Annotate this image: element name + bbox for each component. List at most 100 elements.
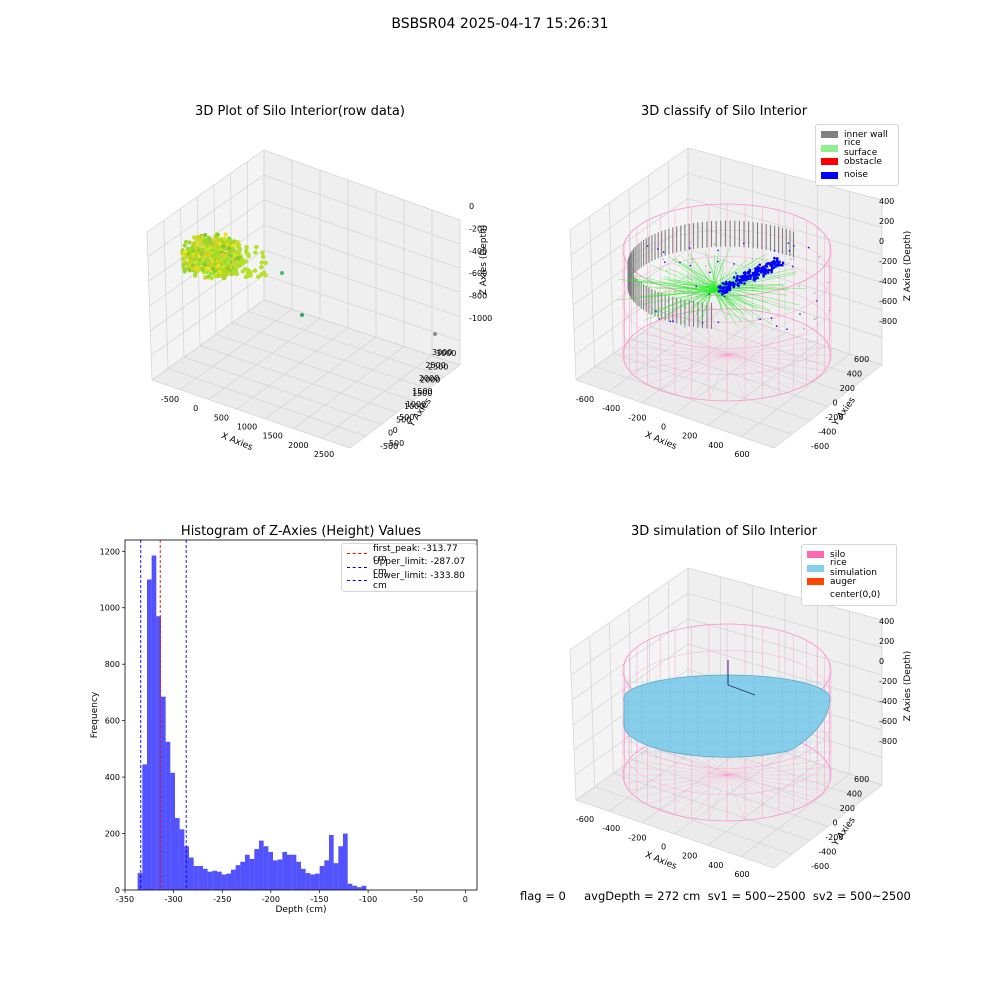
silo-floor-line xyxy=(726,339,825,356)
histogram-bar xyxy=(291,854,297,890)
noise-point xyxy=(667,300,669,303)
x-tick-label: 500 xyxy=(214,413,229,422)
noise-point xyxy=(773,250,776,252)
point xyxy=(200,258,206,263)
histogram-bar xyxy=(268,851,273,890)
noise-point xyxy=(689,247,691,249)
rice-surface-point xyxy=(710,289,742,322)
rice-surface-point xyxy=(631,278,711,292)
point xyxy=(253,250,258,255)
rice-surface-point xyxy=(685,276,720,289)
point xyxy=(193,245,198,250)
point xyxy=(210,250,215,255)
legend-label: silo xyxy=(830,549,846,560)
point xyxy=(248,273,253,278)
y-tick-label: 600 xyxy=(105,717,120,726)
histogram-bar xyxy=(324,860,330,890)
x-tick-label: 0 xyxy=(661,423,666,432)
rice-surface-point xyxy=(710,253,767,286)
legend-item-first-peak: first_peak: -313.77 cm xyxy=(347,544,471,564)
z-tick-label: -400 xyxy=(879,277,897,286)
x-tick-label: -600 xyxy=(576,395,594,404)
noise-point xyxy=(722,288,725,291)
x-axis-label: X Axies xyxy=(643,430,678,452)
grid-line xyxy=(570,172,883,256)
noise-point xyxy=(742,279,745,282)
noise-point xyxy=(775,325,778,327)
x-tick-label: -400 xyxy=(602,824,620,833)
z-tick-label: -200 xyxy=(879,257,897,266)
noise-point xyxy=(758,263,761,267)
y-tick-label: -400 xyxy=(818,428,836,437)
silo-floor-line xyxy=(726,354,746,401)
z-tick-label: 400 xyxy=(879,617,894,626)
legend-item-center: center(0,0) xyxy=(807,589,891,603)
noise-point xyxy=(799,313,801,315)
silo-floor-line xyxy=(691,311,728,356)
x-tick-label: -400 xyxy=(602,404,620,413)
point xyxy=(187,240,192,245)
noise-point xyxy=(736,274,739,278)
grid-line xyxy=(150,249,461,331)
y-tick-label: 0 xyxy=(115,886,120,895)
x-tick-label: -150 xyxy=(310,895,328,904)
noise-point xyxy=(749,275,752,278)
point xyxy=(228,253,234,258)
noise-point xyxy=(777,260,780,263)
noise-point xyxy=(691,261,694,264)
noise-point xyxy=(786,328,788,331)
noise-point xyxy=(739,279,742,282)
point xyxy=(222,268,227,273)
noise-point xyxy=(776,257,779,260)
legend-swatch xyxy=(821,171,838,179)
simulation-plot-title: 3D simulation of Silo Interior xyxy=(631,524,817,539)
rice-surface-point xyxy=(715,288,737,326)
noise-point xyxy=(701,321,704,324)
noise-point xyxy=(757,318,759,320)
noise-point xyxy=(746,271,749,275)
silo-floor-line xyxy=(726,311,763,356)
noise-point xyxy=(770,263,774,267)
noise-point xyxy=(669,320,672,323)
legend-item-rice-surface: rice surface xyxy=(821,138,893,158)
legend-item-upper-limit: Upper_limit: -287.07 cm xyxy=(347,557,471,577)
point xyxy=(195,235,200,240)
point xyxy=(203,233,208,238)
histogram-bar xyxy=(338,846,344,890)
rice-surface-point xyxy=(676,263,711,289)
noise-point xyxy=(683,301,685,304)
point xyxy=(191,241,196,246)
noise-point xyxy=(793,245,795,247)
point xyxy=(205,243,210,248)
point xyxy=(245,251,251,257)
silo-floor-line xyxy=(647,745,728,776)
noise-point xyxy=(815,317,817,319)
point xyxy=(243,266,248,272)
y-tick-label: -500 xyxy=(386,439,404,448)
y-tick-label: 400 xyxy=(105,773,120,782)
legend-label: Upper_limit: -287.07 cm xyxy=(373,557,466,578)
noise-point xyxy=(655,310,657,313)
noise-point xyxy=(662,251,665,253)
point xyxy=(235,244,241,249)
silo-floor-line xyxy=(726,315,780,356)
x-axis-label: X Axies xyxy=(219,431,254,453)
noise-point xyxy=(720,286,723,290)
histogram-bar xyxy=(329,834,334,890)
y-tick-label: 1200 xyxy=(100,547,120,556)
histogram-bar xyxy=(174,818,180,890)
silo-floor-line xyxy=(726,751,818,776)
x-tick-label: 1500 xyxy=(262,432,282,441)
legend-line xyxy=(347,580,367,582)
point xyxy=(280,271,284,275)
y-tick-label: 0 xyxy=(388,429,393,438)
y-tick-label: 200 xyxy=(840,804,855,813)
silo-floor-line xyxy=(726,759,825,776)
legend-label: inner wall xyxy=(844,129,888,140)
noise-point xyxy=(738,294,740,297)
x-tick-label: 400 xyxy=(708,441,723,450)
noise-point xyxy=(689,241,691,244)
grid-line xyxy=(149,224,461,307)
silo-floor-line xyxy=(726,354,807,385)
noise-point xyxy=(781,263,784,267)
